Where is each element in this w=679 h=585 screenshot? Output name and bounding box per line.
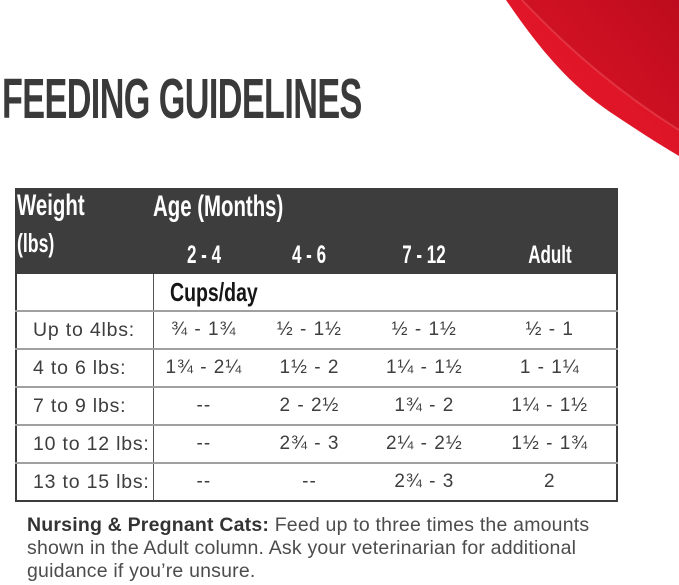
value-cell: -- <box>253 462 366 501</box>
age-col-header-2-4: 2 - 4 <box>153 237 254 274</box>
value-cell: 2 <box>483 462 617 501</box>
value-cell: 1¼ - 1½ <box>483 386 617 425</box>
lbs-header-label: (lbs) <box>17 228 55 258</box>
value-cell: -- <box>153 462 254 501</box>
value-cell: 1½ - 2 <box>253 348 366 387</box>
age-col-header-7-12: 7 - 12 <box>365 237 484 274</box>
table-row: 10 to 12 lbs: -- 2¾ - 3 2¼ - 2½ 1½ - 1¾ <box>16 424 617 463</box>
weight-header-label: Weight <box>17 189 85 222</box>
value-cell: 2¾ - 3 <box>253 424 366 463</box>
feeding-table: Weight (lbs) Age (Months) 2 - 4 4 - 6 7 … <box>15 188 618 502</box>
swoosh-shade-shape <box>522 0 679 130</box>
value-cell: ½ - 1 <box>483 310 617 349</box>
page-title: FEEDING GUIDELINES <box>2 67 362 131</box>
weight-column-header: Weight (lbs) <box>16 189 154 274</box>
footnote-bold-label: Nursing & Pregnant Cats: <box>27 514 270 536</box>
table-row: 7 to 9 lbs: -- 2 - 2½ 1¾ - 2 1¼ - 1½ <box>16 386 617 425</box>
value-cell: ½ - 1½ <box>365 310 484 349</box>
weight-cell: 7 to 9 lbs: <box>16 386 154 425</box>
weight-cell: 13 to 15 lbs: <box>16 462 154 501</box>
value-cell: ½ - 1½ <box>253 310 366 349</box>
value-cell: 2¾ - 3 <box>365 462 484 501</box>
age-months-header: Age (Months) <box>153 189 617 237</box>
table-row: Up to 4lbs: ¾ - 1¾ ½ - 1½ ½ - 1½ ½ - 1 <box>16 310 617 349</box>
unit-label: Cups/day <box>169 276 258 307</box>
value-cell: -- <box>153 424 254 463</box>
footnote-text: Feed up to three times the amounts shown… <box>27 514 590 582</box>
value-cell: -- <box>153 386 254 425</box>
value-cell: 1¾ - 2¼ <box>153 348 254 387</box>
weight-cell: 4 to 6 lbs: <box>16 348 154 387</box>
unit-row: Cups/day <box>16 274 617 311</box>
value-cell: 1 - 1¼ <box>483 348 617 387</box>
value-cell: 1¾ - 2 <box>365 386 484 425</box>
unit-row-spacer <box>16 274 154 311</box>
age-col-header-adult: Adult <box>483 237 617 274</box>
weight-cell: 10 to 12 lbs: <box>16 424 154 463</box>
weight-cell: Up to 4lbs: <box>16 310 154 349</box>
age-col-header-4-6: 4 - 6 <box>253 237 366 274</box>
table-row: 13 to 15 lbs: -- -- 2¾ - 3 2 <box>16 462 617 501</box>
swoosh-main-shape <box>506 0 679 156</box>
table-body: Cups/day Up to 4lbs: ¾ - 1¾ ½ - 1½ ½ - 1… <box>16 274 617 501</box>
value-cell: 1¼ - 1½ <box>365 348 484 387</box>
table-header: Weight (lbs) Age (Months) 2 - 4 4 - 6 7 … <box>16 189 617 274</box>
footnote: Nursing & Pregnant Cats: Feed up to thre… <box>27 514 615 583</box>
value-cell: 1½ - 1¾ <box>483 424 617 463</box>
table-row: 4 to 6 lbs: 1¾ - 2¼ 1½ - 2 1¼ - 1½ 1 - 1… <box>16 348 617 387</box>
swoosh-highlight-line <box>521 0 679 131</box>
value-cell: 2¼ - 2½ <box>365 424 484 463</box>
value-cell: ¾ - 1¾ <box>153 310 254 349</box>
value-cell: 2 - 2½ <box>253 386 366 425</box>
